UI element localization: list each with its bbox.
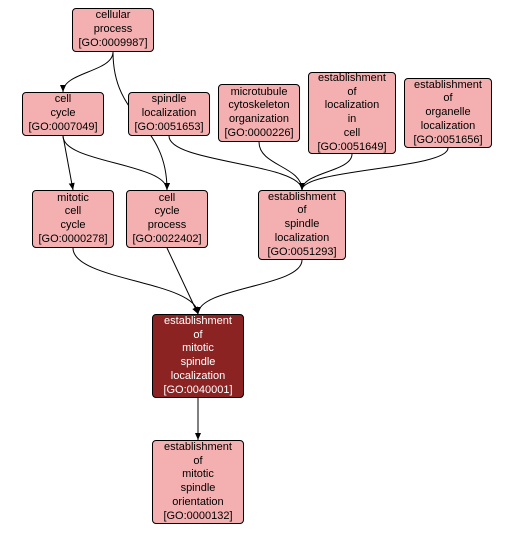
node-label: microtubulecytoskeletonorganization[GO:0… xyxy=(224,86,293,141)
edge-cellular-process-to-cell-cycle xyxy=(63,52,113,92)
edge-establishment-spindle-localization-to-establishment-mitotic-spindle-localization xyxy=(198,260,302,314)
node-label: spindlelocalization[GO:0051653] xyxy=(134,93,203,134)
node-establishment-mitotic-spindle-orientation[interactable]: establishmentofmitoticspindleorientation… xyxy=(152,440,244,524)
node-label: cellcycle[GO:0007049] xyxy=(28,93,97,134)
node-spindle-localization[interactable]: spindlelocalization[GO:0051653] xyxy=(128,92,210,136)
node-mitotic-cell-cycle[interactable]: mitoticcellcycle[GO:0000278] xyxy=(32,190,114,248)
node-microtubule-cytoskeleton[interactable]: microtubulecytoskeletonorganization[GO:0… xyxy=(218,84,300,142)
node-establishment-spindle-localization[interactable]: establishmentofspindlelocalization[GO:00… xyxy=(258,190,346,260)
node-label: establishmentofspindlelocalization[GO:00… xyxy=(267,191,336,260)
node-cell-cycle-process[interactable]: cellcycleprocess[GO:0022402] xyxy=(126,190,208,248)
node-cellular-process[interactable]: cellularprocess[GO:0009987] xyxy=(72,8,154,52)
edge-cell-cycle-to-mitotic-cell-cycle xyxy=(63,136,73,190)
edge-microtubule-cytoskeleton-to-establishment-spindle-localization xyxy=(259,142,302,190)
edge-establishment-organelle-localization-to-establishment-spindle-localization xyxy=(302,148,448,190)
edge-establishment-localization-cell-to-establishment-spindle-localization xyxy=(302,154,352,190)
edge-cell-cycle-to-cell-cycle-process xyxy=(63,136,167,190)
node-label: establishmentofmitoticspindlelocalizatio… xyxy=(163,315,232,398)
node-label: establishmentoforganellelocalization[GO:… xyxy=(413,79,482,148)
edge-cell-cycle-process-to-establishment-mitotic-spindle-localization xyxy=(167,248,198,314)
node-label: cellcycleprocess[GO:0022402] xyxy=(132,192,201,247)
node-cell-cycle[interactable]: cellcycle[GO:0007049] xyxy=(22,92,104,136)
node-label: establishmentoflocalizationincell[GO:005… xyxy=(317,72,386,155)
node-label: establishmentofmitoticspindleorientation… xyxy=(163,441,232,524)
node-establishment-localization-cell[interactable]: establishmentoflocalizationincell[GO:005… xyxy=(308,72,396,154)
node-label: mitoticcellcycle[GO:0000278] xyxy=(38,192,107,247)
node-establishment-mitotic-spindle-localization[interactable]: establishmentofmitoticspindlelocalizatio… xyxy=(152,314,244,398)
edge-spindle-localization-to-establishment-spindle-localization xyxy=(169,136,302,190)
edge-mitotic-cell-cycle-to-establishment-mitotic-spindle-localization xyxy=(73,248,198,314)
node-label: cellularprocess[GO:0009987] xyxy=(78,9,147,50)
node-establishment-organelle-localization[interactable]: establishmentoforganellelocalization[GO:… xyxy=(404,78,492,148)
